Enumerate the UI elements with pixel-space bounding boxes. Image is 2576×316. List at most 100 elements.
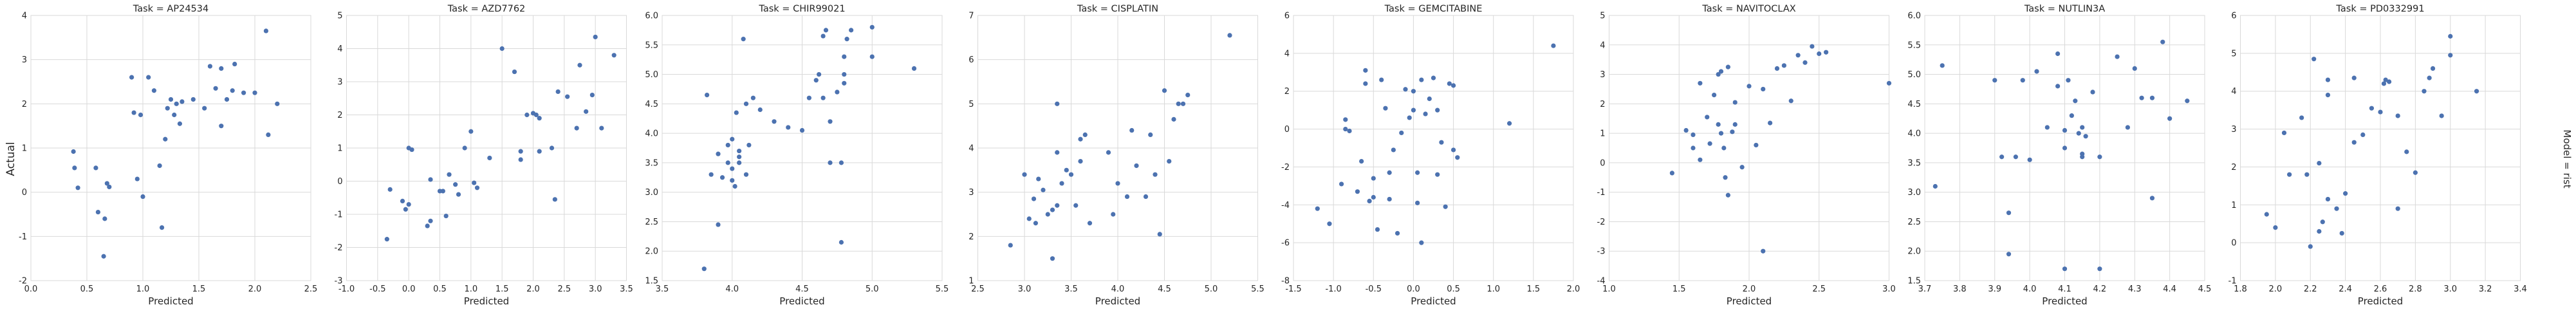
scatter-point: [743, 101, 749, 106]
scatter-point: [1761, 248, 1766, 254]
y-tick-label: 0: [1600, 158, 1605, 168]
scatter-point: [1718, 131, 1724, 136]
y-tick-label: 2.5: [645, 218, 658, 227]
scatter-point: [1721, 145, 1727, 151]
x-tick-label: 5.0: [1205, 284, 1218, 294]
scatter-point: [719, 175, 725, 180]
scatter-point: [1045, 212, 1050, 217]
scatter-point: [705, 93, 710, 98]
x-tick-label: 2.4: [2339, 284, 2352, 294]
scatter-point: [1730, 129, 1735, 135]
scatter-point: [1036, 176, 1041, 181]
scatter-point: [1824, 50, 1829, 55]
scatter-point: [730, 178, 735, 183]
scatter-point: [1379, 77, 1384, 82]
scatter-point: [1073, 203, 1079, 208]
y-tick-label: 3: [22, 55, 27, 65]
scatter-point: [1403, 87, 1408, 92]
y-tick-label: 4: [968, 144, 974, 154]
scatter-point: [709, 172, 714, 177]
scatter-point: [1427, 96, 1432, 102]
scatter-point: [1411, 89, 1416, 94]
y-tick-label: 1: [2231, 201, 2236, 210]
x-tick-label: 2.0: [1743, 284, 1756, 294]
x-axis-label: Predicted: [1095, 295, 1140, 307]
y-tick-label: 1: [22, 144, 27, 154]
x-axis-label: Predicted: [2358, 295, 2403, 307]
scatter-point: [524, 112, 530, 118]
scatter-point: [71, 149, 76, 154]
scatter-point: [2185, 98, 2190, 104]
scatter-point: [1439, 140, 1444, 145]
y-tick-label: 5: [968, 100, 974, 109]
scatter-point: [741, 37, 746, 42]
scatter-point: [839, 160, 844, 165]
y-tick-label: 4.0: [645, 129, 658, 139]
scatter-point: [1111, 212, 1116, 217]
panel-frame: [346, 15, 627, 281]
y-tick-label: 5.5: [645, 41, 658, 50]
scatter-point: [716, 222, 721, 227]
scatter-point: [2097, 266, 2102, 272]
scatter-point: [1725, 64, 1730, 70]
y-tick-label: 7: [968, 12, 974, 21]
scatter-point: [72, 165, 77, 171]
y-tick-label: 0: [337, 177, 342, 187]
y-axis-label: Actual: [5, 142, 17, 176]
scatter-point: [1768, 120, 1773, 125]
scatter-point: [1343, 117, 1348, 122]
scatter-point: [2320, 219, 2325, 225]
x-tick-label: 5.5: [936, 284, 949, 294]
y-tick-label: -1: [2229, 277, 2237, 286]
scatter-point: [1802, 60, 1808, 65]
scatter-point: [1698, 80, 1703, 86]
x-tick-label: 0.5: [433, 284, 447, 294]
x-tick-label: 1.5: [496, 284, 509, 294]
scatter-point: [1725, 192, 1730, 198]
scatter-point: [224, 97, 230, 102]
scatter-point: [1055, 101, 1060, 106]
x-tick-label: 4.0: [2023, 284, 2037, 294]
y-tick-label: -2: [1597, 218, 1606, 227]
scatter-point: [512, 69, 517, 75]
x-tick-label: 2.6: [2374, 284, 2387, 294]
y-tick-label: -2: [335, 243, 343, 253]
scatter-point: [746, 142, 752, 148]
scatter-point: [2055, 51, 2061, 57]
y-tick-label: 2: [1600, 100, 1605, 109]
scatter-point: [165, 106, 170, 111]
x-tick-label: 2.5: [557, 284, 571, 294]
scatter-point: [828, 160, 833, 165]
scatter-point: [2160, 39, 2165, 44]
scatter-point: [157, 163, 162, 169]
scatter-point: [219, 124, 224, 129]
scatter-point: [129, 75, 134, 80]
scatter-point: [1064, 167, 1069, 172]
scatter-point: [844, 37, 849, 42]
y-tick-label: 2.5: [1907, 218, 1921, 227]
x-tick-label: 0.5: [80, 284, 94, 294]
scatter-point: [1033, 221, 1038, 226]
scatter-point: [1078, 136, 1083, 142]
y-tick-label: 3: [2231, 125, 2236, 135]
scatter-point: [1992, 78, 1997, 83]
scatter-point: [1176, 101, 1181, 106]
scatter-point: [1359, 159, 1364, 164]
x-tick-label: 2.5: [304, 284, 318, 294]
y-tick-label: 1: [337, 144, 342, 154]
x-tick-label: 3.9: [1988, 284, 2001, 294]
scatter-point: [2430, 66, 2436, 71]
scatter-point: [537, 149, 542, 154]
scatter-point: [131, 110, 136, 115]
scatter-point: [1050, 256, 1055, 261]
scatter-point: [2339, 230, 2344, 236]
scatter-point: [1932, 183, 1938, 189]
x-tick-label: 2.5: [1812, 284, 1826, 294]
scatter-point: [842, 80, 847, 86]
scatter-point: [584, 109, 589, 114]
y-tick-label: 6.0: [1907, 12, 1921, 21]
scatter-point: [552, 197, 557, 202]
scatter-point: [1506, 121, 1512, 126]
x-axis-label: Predicted: [1727, 295, 1772, 307]
scatter-point: [1355, 189, 1360, 194]
